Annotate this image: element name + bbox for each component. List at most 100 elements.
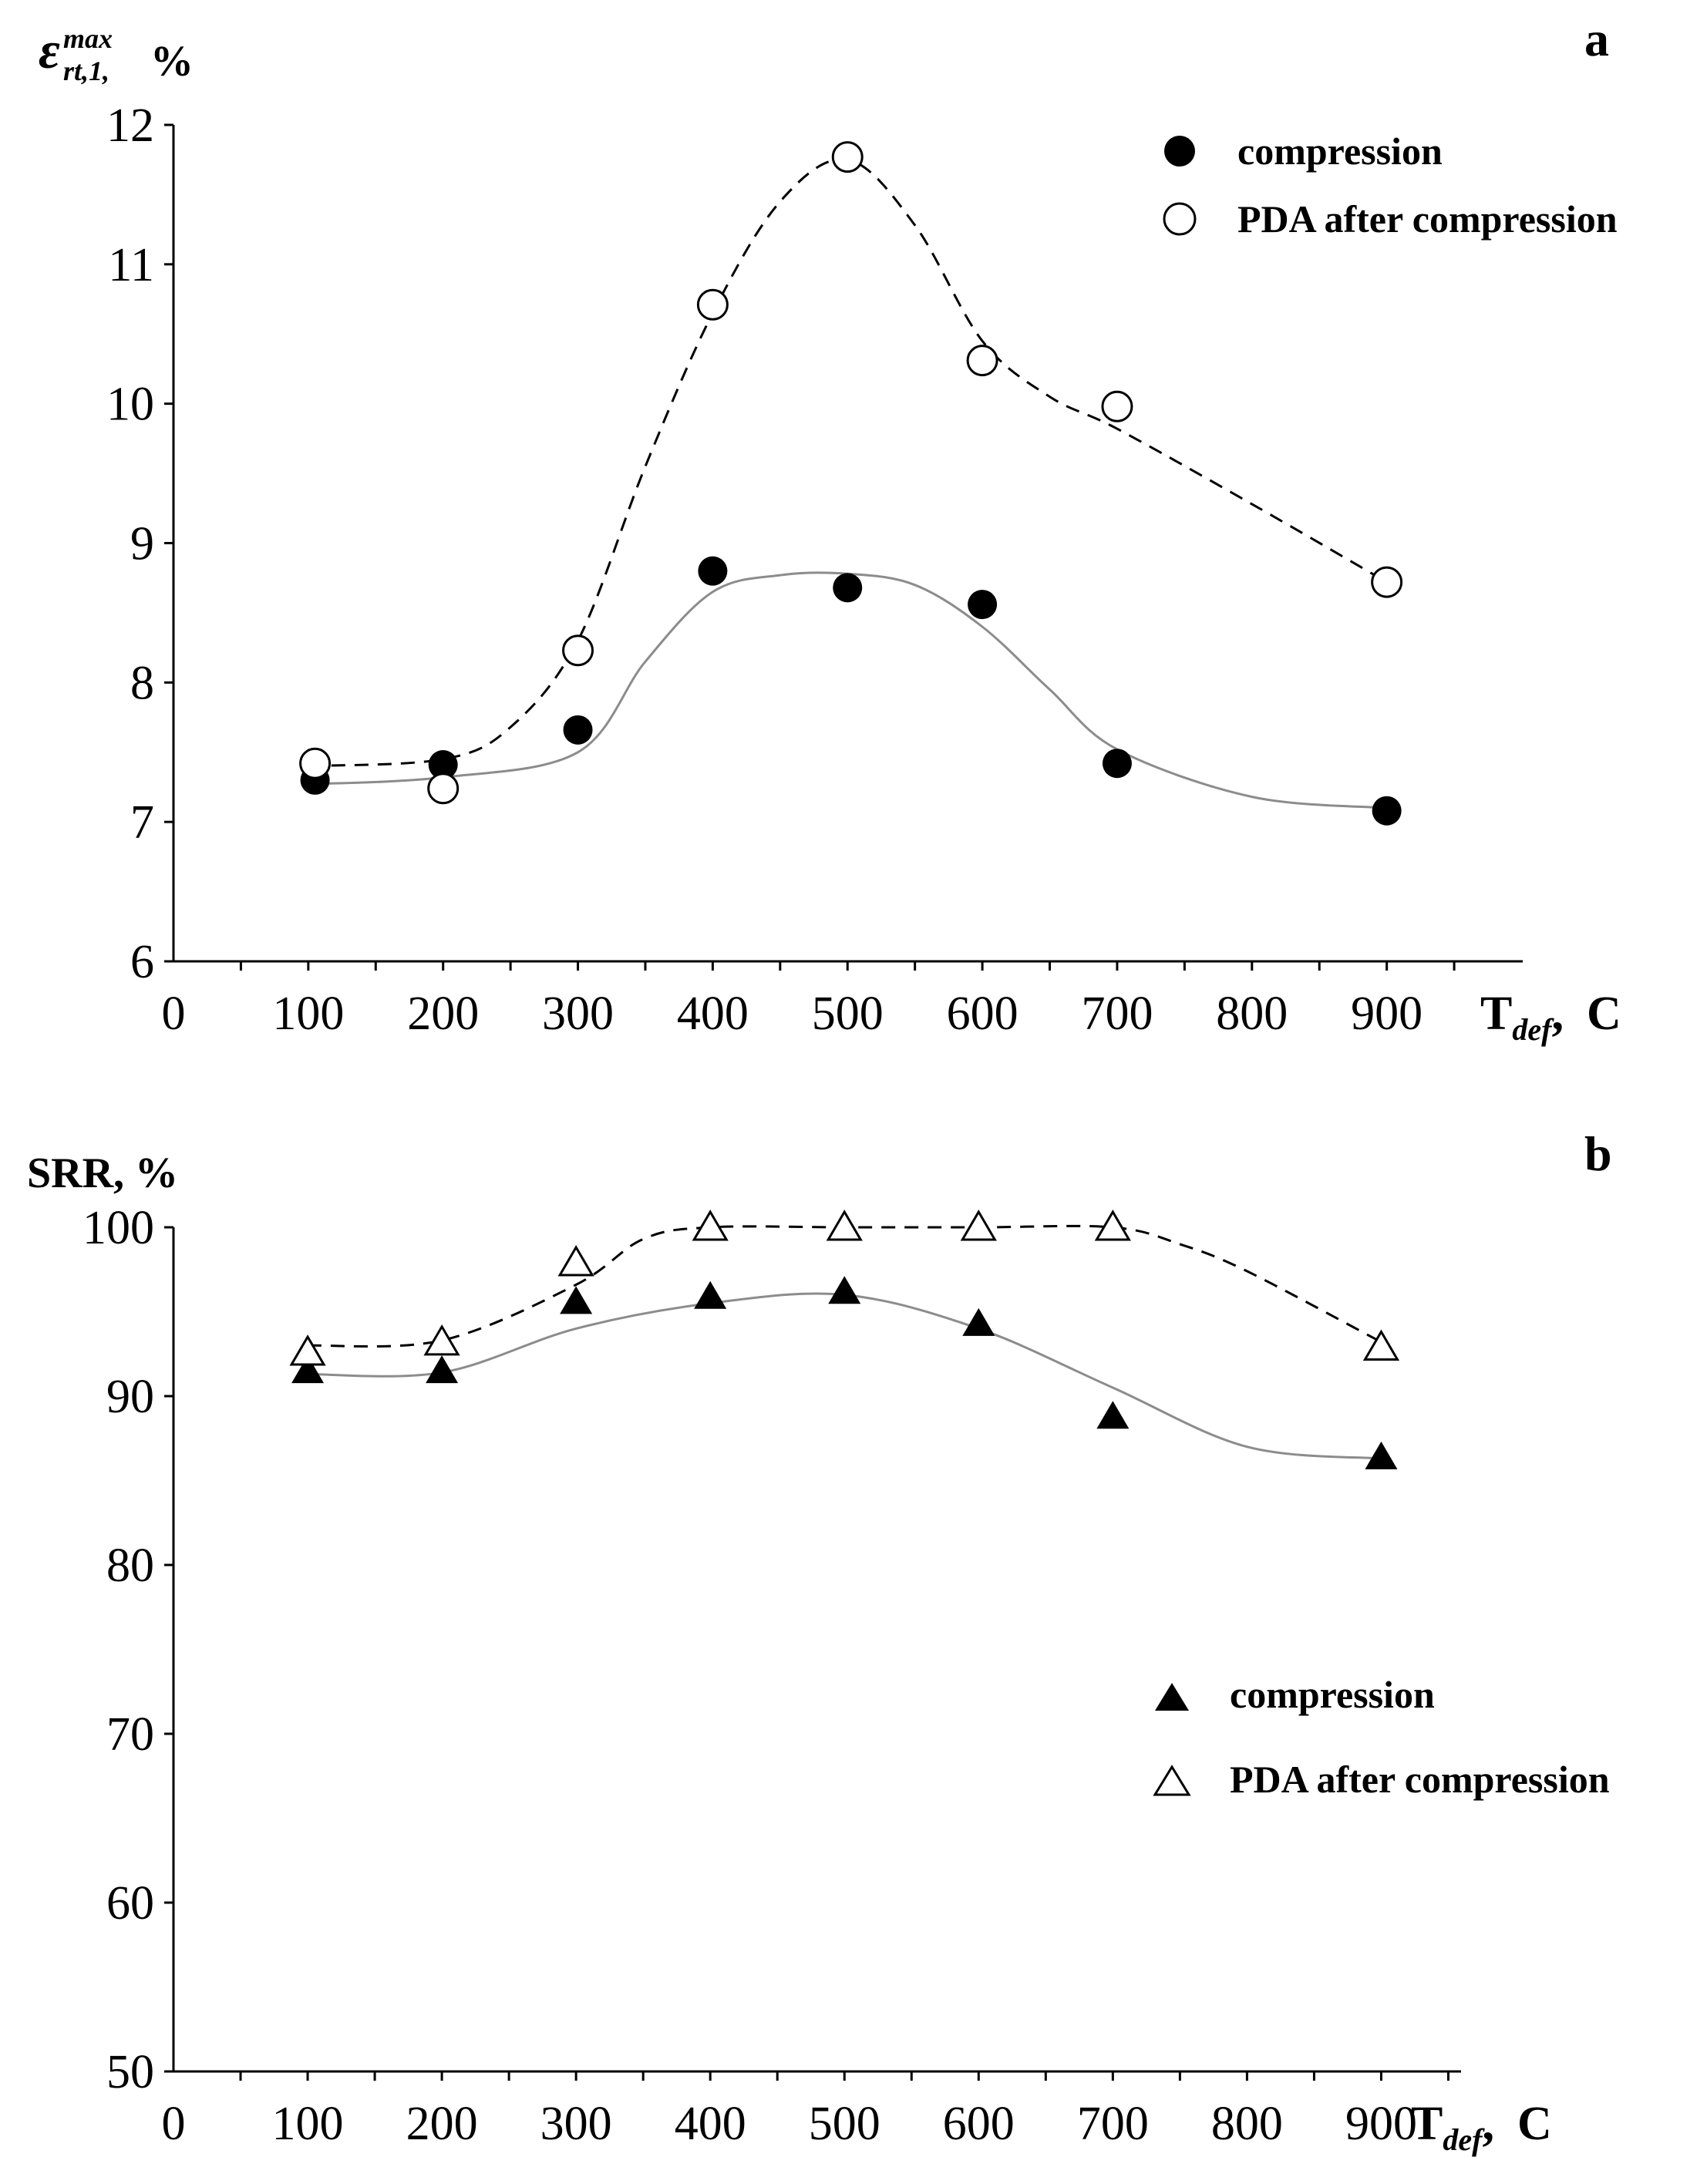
panel-a-pda-point [966, 345, 998, 377]
panel-a-letter: a [1584, 12, 1609, 66]
panel-a-compression-point [1102, 749, 1132, 779]
panel-a-ylabel-unit: % [150, 38, 194, 86]
panel-a-ylabel-sup: max [63, 23, 113, 54]
panel-b-legend-compression-label: compression [1230, 1673, 1435, 1716]
panel-b-compression-point [560, 1286, 593, 1314]
panel-b-ytick-label: 90 [106, 1371, 154, 1423]
panel-a-legend-compression-marker [1164, 136, 1195, 167]
panel-b-compression-points [291, 1276, 1398, 1469]
panel-a-y-ticks: 6 7 8 9 10 11 12 [106, 99, 173, 988]
panel-b-pda-point [826, 1210, 863, 1241]
panel-b-ytick-label: 100 [82, 1202, 154, 1254]
panel-b-letter: b [1584, 1126, 1612, 1181]
panel-b-compression-point [1096, 1401, 1130, 1429]
panel-a-xtick-label: 400 [677, 988, 749, 1040]
panel-a-xtick-label: 700 [1081, 988, 1153, 1040]
panel-b-xtick-label: 100 [272, 2098, 344, 2150]
panel-a-compression-point [698, 556, 728, 586]
panel-b-legend-pda-label: PDA after compression [1230, 1758, 1610, 1801]
panel-a-x-ticks: 0 100 200 300 400 500 600 700 800 900 [162, 961, 1456, 1040]
panel-b-ylabel: SRR, % [27, 1149, 178, 1197]
panel-a-legend: compression PDA after compression [1163, 130, 1618, 241]
panel-b-xlabel-sub: def [1443, 2122, 1485, 2157]
panel-a-pda-point [831, 141, 864, 173]
panel-b-compression-point [426, 1355, 459, 1384]
panel-a-ylabel-sub: rt,1, [63, 56, 109, 86]
panel-b-compression-point [694, 1280, 727, 1309]
panel-b-compression-point [291, 1355, 325, 1384]
panel-b-x-ticks: 0 100 200 300 400 500 600 700 800 900 [162, 2071, 1449, 2150]
panel-b-pda-point [423, 1324, 460, 1356]
panel-a-legend-pda-marker [1163, 202, 1197, 236]
panel-b-pda-point [1094, 1210, 1131, 1241]
panel-b-xtick-label: 300 [540, 2098, 612, 2150]
panel-a-ytick-label: 6 [130, 936, 154, 988]
panel-a-ytick-label: 9 [130, 518, 154, 570]
panel-a-pda-point [1101, 390, 1133, 422]
panel-b-pda-point [289, 1334, 326, 1366]
panel-b-pda-point [1362, 1329, 1400, 1361]
panel-a-legend-pda-label: PDA after compression [1237, 197, 1618, 241]
panel-a-xlabel-sub: def [1512, 1012, 1554, 1047]
panel-b-legend-compression-marker [1155, 1683, 1189, 1711]
panel-b-pda-point [557, 1245, 594, 1277]
panel-a-ylabel: ε max rt,1, % [39, 21, 194, 86]
panel-a-xlabel-unit: C [1587, 988, 1621, 1040]
panel-a-compression-points [300, 556, 1402, 826]
panel-a-compression-point [563, 715, 593, 745]
panel-a-xtick-label: 900 [1351, 988, 1422, 1040]
panel-a-xlabel-main: T [1480, 988, 1512, 1040]
panel-a-ytick-label: 7 [130, 796, 154, 849]
panel-b-legend-pda-marker [1153, 1765, 1191, 1796]
panel-a-ytick-label: 10 [106, 379, 154, 431]
panel-a-pda-point [1371, 566, 1403, 598]
panel-b-xlabel: Tdef, C [1411, 2098, 1552, 2157]
panel-b-xtick-label: 500 [809, 2098, 880, 2150]
panel-b-pda-points [289, 1210, 1400, 1366]
panel-b-xtick-label: 900 [1345, 2098, 1417, 2150]
panel-a-pda-points [299, 141, 1403, 805]
panel-a-compression-point [968, 590, 998, 620]
panel-b-xtick-label: 700 [1077, 2098, 1149, 2150]
panel-b-ytick-label: 50 [106, 2046, 154, 2098]
panel-a-xlabel: Tdef, C [1480, 988, 1621, 1047]
panel-a-xtick-label: 0 [162, 988, 186, 1040]
panel-b-xlabel-main: T [1411, 2098, 1443, 2150]
panel-a: a ε max rt,1, % 6 7 8 9 10 11 12 0 100 200 300 400… [39, 12, 1621, 1047]
panel-a-xtick-label: 600 [947, 988, 1018, 1040]
panel-b-ytick-label: 60 [106, 1877, 154, 1930]
panel-a-compression-point [1372, 796, 1402, 826]
panel-b-compression-point [1365, 1441, 1398, 1469]
panel-a-compression-point [428, 750, 458, 780]
panel-a-ytick-label: 8 [130, 657, 154, 709]
panel-b-xlabel-sep: , [1482, 2098, 1494, 2150]
panel-b-y-ticks: 50 60 70 80 90 100 [82, 1202, 173, 2098]
panel-a-ylabel-symbol: ε [39, 21, 60, 79]
panel-b: b SRR, % 50 60 70 80 90 100 0 100 200 300 400 500 6… [27, 1126, 1612, 2157]
panel-a-xtick-label: 100 [272, 988, 344, 1040]
panel-b-pda-point [692, 1210, 729, 1241]
panel-a-pda-point [299, 747, 332, 779]
panel-a-legend-compression-label: compression [1237, 130, 1443, 173]
panel-b-xtick-label: 200 [406, 2098, 478, 2150]
panel-b-compression-point [828, 1276, 861, 1304]
panel-a-xtick-label: 300 [542, 988, 614, 1040]
panel-a-xtick-label: 800 [1216, 988, 1288, 1040]
panel-b-xtick-label: 600 [943, 2098, 1015, 2150]
panel-a-compression-fit-line [308, 571, 1387, 809]
panel-a-xtick-label: 500 [812, 988, 884, 1040]
panel-a-pda-point [696, 288, 729, 321]
panel-b-ytick-label: 70 [106, 1708, 154, 1761]
panel-b-ytick-label: 80 [106, 1540, 154, 1592]
panel-a-xlabel-sep: , [1551, 988, 1564, 1040]
panel-a-ytick-label: 12 [106, 99, 154, 152]
panel-b-xtick-label: 800 [1211, 2098, 1283, 2150]
panel-b-legend: compression PDA after compression [1153, 1673, 1610, 1801]
panel-a-pda-fit-line [308, 158, 1388, 768]
panel-b-xtick-label: 0 [162, 2098, 186, 2150]
panel-b-compression-point [962, 1307, 995, 1336]
panel-a-pda-point [562, 634, 594, 667]
panel-b-xlabel-unit: C [1517, 2098, 1552, 2150]
panel-a-ytick-label: 11 [108, 239, 154, 291]
